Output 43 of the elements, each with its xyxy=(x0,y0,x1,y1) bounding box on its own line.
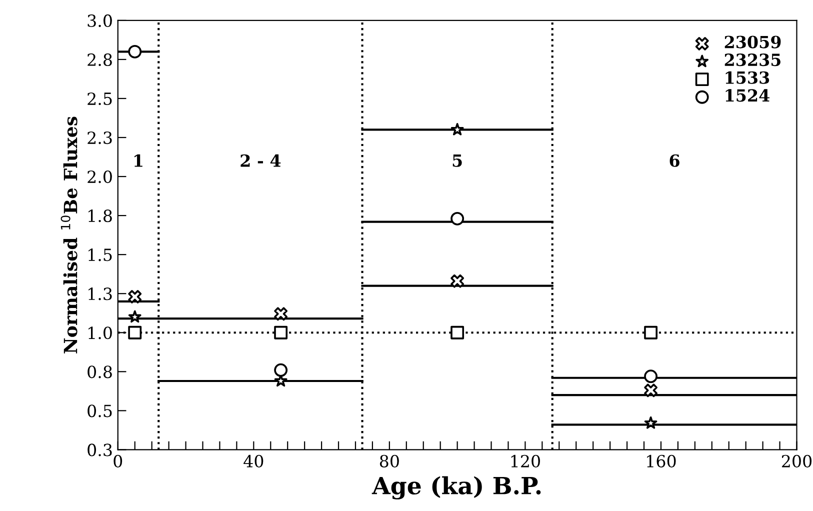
point xyxy=(450,274,464,288)
point xyxy=(644,384,658,398)
x-tick-label: 80 xyxy=(380,454,399,468)
point xyxy=(128,44,142,58)
y-tick-label: 0.3 xyxy=(88,444,112,456)
x-axis-title: Age (ka) B.P. xyxy=(372,476,541,500)
point xyxy=(450,326,464,340)
y-tick-label: 2.5 xyxy=(88,92,112,106)
point xyxy=(128,326,142,340)
point xyxy=(128,310,142,323)
y-tick-label: 0.5 xyxy=(88,404,112,418)
x-tick-label: 160 xyxy=(647,454,676,468)
y-tick-label: 1.3 xyxy=(88,288,112,300)
y-tick-label: 2.8 xyxy=(88,53,112,66)
x-tick-label: 120 xyxy=(511,454,540,468)
point xyxy=(644,370,658,384)
y-axis-title: Normalised $^{10}$Be Fluxes xyxy=(60,116,78,354)
legend-label: 23235 xyxy=(724,54,780,66)
legend-label: 1533 xyxy=(726,71,770,84)
y-tick-label: 1.0 xyxy=(88,326,112,340)
y-tick-label: 1.5 xyxy=(88,248,112,262)
point xyxy=(274,363,288,377)
y-tick-label: 0.8 xyxy=(88,366,112,378)
y-tick-label: 1.8 xyxy=(88,210,112,222)
x-tick-label: 200 xyxy=(782,454,812,468)
point xyxy=(128,290,142,304)
point xyxy=(644,416,658,429)
legend-label: 23059 xyxy=(724,36,781,48)
annotation: 2 - 4 xyxy=(240,154,281,167)
y-tick-label: 2.0 xyxy=(88,170,112,184)
legend-label: 1524 xyxy=(726,89,770,102)
x-tick-label: 40 xyxy=(244,454,264,468)
x-tick-label: 0 xyxy=(114,454,122,468)
point xyxy=(274,326,288,340)
point xyxy=(450,122,464,136)
y-tick-label: 2.3 xyxy=(88,131,112,144)
annotation: 5 xyxy=(452,154,462,167)
annotation: 6 xyxy=(670,154,680,167)
y-tick-label: 3.0 xyxy=(88,14,112,28)
annotation: 1 xyxy=(134,154,142,167)
point xyxy=(274,307,288,321)
point xyxy=(450,212,464,226)
point xyxy=(644,326,658,340)
